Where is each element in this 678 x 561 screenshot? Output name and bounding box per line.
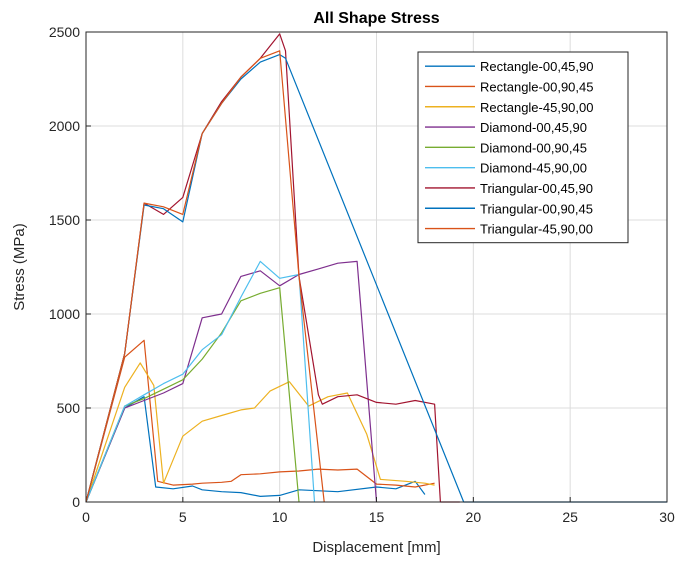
series-line-6 xyxy=(85,260,316,503)
legend-entry-label: Rectangle-45,90,00 xyxy=(480,100,593,115)
chart-title: All Shape Stress xyxy=(313,10,439,27)
legend: Rectangle-00,45,90 Rectangle-00,90,45 Rect… xyxy=(417,51,629,244)
legend-entry-label: Diamond-00,45,90 xyxy=(480,120,587,135)
legend-entry-label: Triangular-45,90,00 xyxy=(480,222,593,237)
x-tick-label: 30 xyxy=(659,509,675,525)
legend-entry-label: Rectangle-00,90,45 xyxy=(480,79,593,94)
series-line-3 xyxy=(85,362,435,503)
x-tick-label: 10 xyxy=(272,509,288,525)
y-tick-label: 1500 xyxy=(49,212,80,228)
legend-entry-label: Rectangle-00,45,90 xyxy=(480,59,593,74)
y-tick-label: 1000 xyxy=(49,306,80,322)
series-line-4 xyxy=(85,260,378,503)
series-line-2 xyxy=(85,339,435,503)
legend-entry-label: Triangular-00,45,90 xyxy=(480,181,593,196)
x-tick-label: 15 xyxy=(369,509,385,525)
series-layer xyxy=(85,33,667,503)
x-axis-title: Displacement [mm] xyxy=(312,539,440,556)
y-tick-label: 0 xyxy=(72,494,80,510)
series-line-1 xyxy=(85,396,426,503)
x-tick-label: 5 xyxy=(179,509,187,525)
legend-entry-label: Diamond-45,90,00 xyxy=(480,161,587,176)
y-tick-label: 500 xyxy=(57,400,81,416)
series-line-7 xyxy=(85,33,460,503)
axis-ticks: 0 5 10 15 20 25 30 0 500 1000 1500 2000 2500 xyxy=(49,24,675,525)
x-tick-label: 25 xyxy=(562,509,578,525)
x-tick-label: 20 xyxy=(466,509,482,525)
legend-entry-label: Triangular-00,90,45 xyxy=(480,201,593,216)
y-tick-label: 2500 xyxy=(49,24,80,40)
series-line-9 xyxy=(85,50,325,503)
y-tick-label: 2000 xyxy=(49,118,80,134)
series-line-5 xyxy=(85,287,300,503)
x-tick-label: 0 xyxy=(82,509,90,525)
legend-entry-label: Diamond-00,90,45 xyxy=(480,140,587,155)
y-axis-title: Stress (MPa) xyxy=(11,223,28,311)
